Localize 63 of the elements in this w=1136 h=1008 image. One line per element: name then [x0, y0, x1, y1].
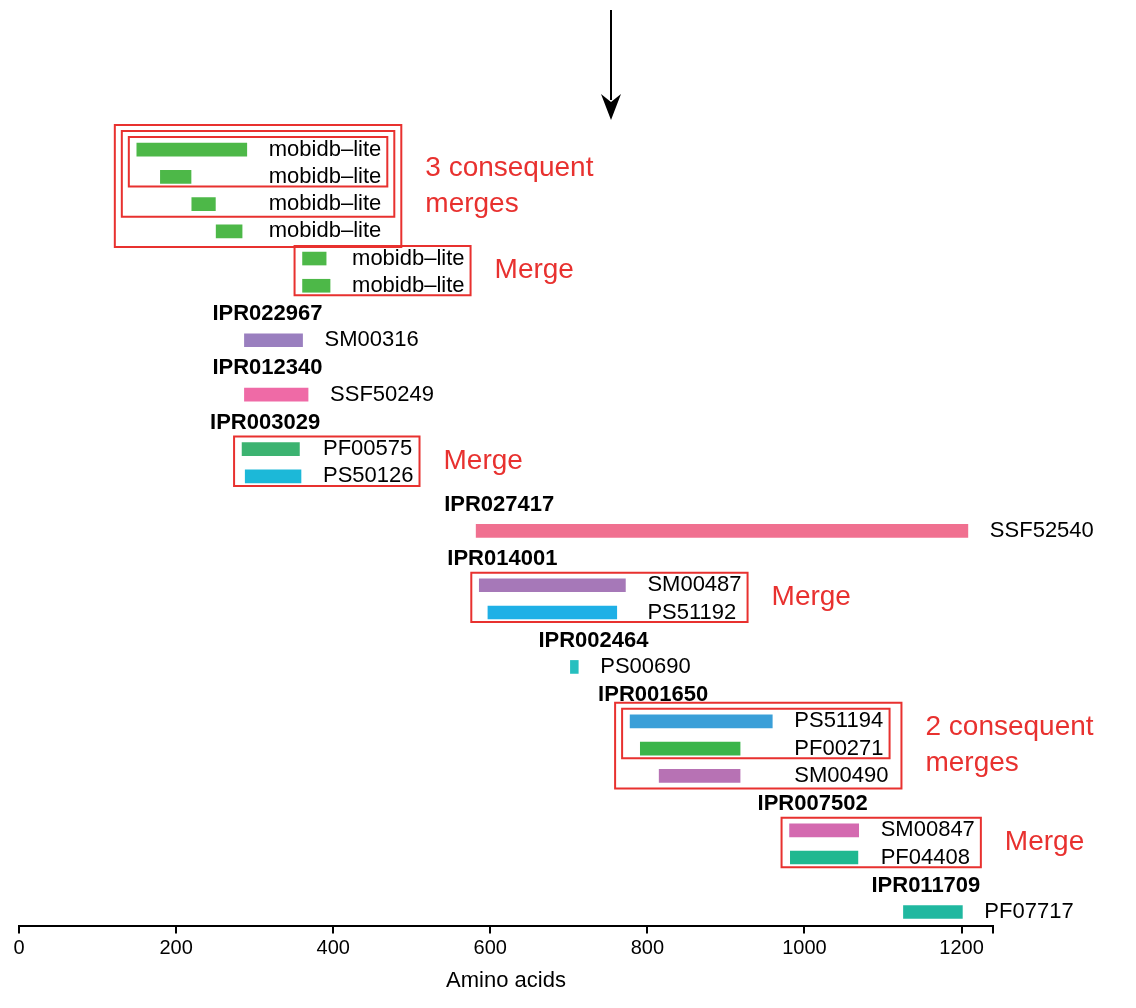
bar — [487, 605, 618, 620]
bar — [244, 333, 303, 348]
bar — [658, 769, 741, 783]
x-tick-label: 600 — [473, 936, 507, 959]
x-tick-label: 1200 — [939, 936, 984, 959]
annotation: 2 consequent merges — [925, 710, 1094, 778]
y-tick-label: PS00690 — [600, 653, 691, 678]
y-tick-label: IPR001650 — [598, 681, 709, 707]
y-tick-label: PS51192 — [647, 598, 737, 624]
bar — [790, 850, 859, 865]
y-tick-label: SM00487 — [647, 571, 742, 597]
x-tick-label: 800 — [630, 936, 665, 959]
y-tick-label: IPR011709 — [871, 871, 981, 897]
y-tick-label: IPR014001 — [447, 545, 558, 571]
annotation: Merge — [494, 253, 574, 285]
annotation: Merge — [771, 580, 851, 612]
y-tick-label: SSF50249 — [330, 380, 435, 406]
bar — [215, 224, 243, 239]
y-tick-label: mobidb‒lite — [268, 135, 382, 161]
x-tick-label: 0 — [13, 936, 25, 959]
y-tick-label: SM00316 — [324, 326, 419, 352]
y-tick-label: PF07717 — [984, 898, 1074, 924]
x-axis-title: Amino acids — [446, 966, 566, 992]
bar — [903, 905, 963, 919]
y-tick-label: PS50126 — [322, 462, 414, 488]
y-tick-label: IPR003029 — [210, 408, 321, 434]
y-tick-label: mobidb‒lite — [268, 190, 382, 216]
y-tick-label: IPR007502 — [757, 790, 868, 816]
y-tick-label: SM00490 — [794, 761, 889, 787]
bar — [629, 714, 773, 729]
y-tick-label: mobidb‒lite — [352, 244, 465, 270]
x-tick-label: 1000 — [782, 936, 827, 959]
bar — [639, 741, 741, 756]
bar — [570, 660, 579, 674]
bar — [136, 142, 248, 157]
bar — [244, 387, 309, 402]
y-tick-label: mobidb‒lite — [268, 217, 382, 243]
y-tick-label: SSF52540 — [989, 516, 1094, 542]
bar — [302, 278, 331, 293]
y-tick-label: PF00271 — [794, 734, 884, 760]
y-tick-label: PS51194 — [794, 707, 884, 733]
y-tick-label: IPR027417 — [444, 490, 555, 516]
bar — [789, 823, 860, 838]
y-tick-label: SM00847 — [880, 816, 975, 842]
text: Merge — [1004, 825, 1085, 857]
bar — [191, 197, 216, 211]
y-tick-label: mobidb‒lite — [352, 271, 465, 297]
bar — [302, 251, 327, 266]
bar — [244, 469, 302, 484]
y-tick-label: mobidb‒lite — [268, 162, 382, 188]
annotation: 3 consequent merges — [425, 150, 594, 218]
bar — [478, 578, 626, 593]
bar — [241, 442, 300, 456]
y-tick-label: IPR022967 — [212, 300, 323, 326]
y-tick-label: IPR012340 — [212, 354, 323, 380]
x-tick-label: 200 — [159, 936, 193, 959]
y-tick-label: PF04408 — [880, 843, 970, 869]
bar — [475, 523, 969, 538]
y-tick-label: PF00575 — [322, 435, 413, 461]
y-tick-label: IPR002464 — [538, 626, 650, 652]
annotation: Merge — [443, 443, 523, 475]
bar — [160, 170, 192, 184]
x-tick-label: 400 — [316, 936, 350, 959]
